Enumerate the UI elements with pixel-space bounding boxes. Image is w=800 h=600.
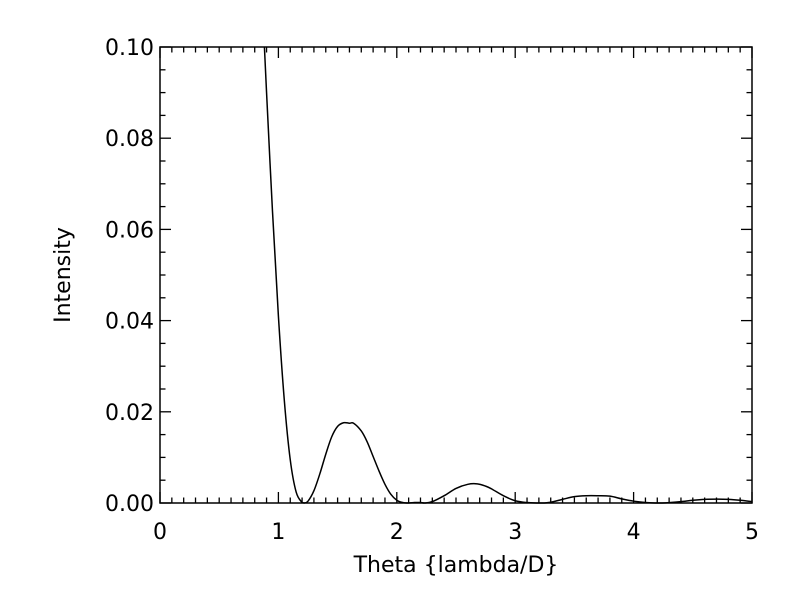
x-tick-label: 1 [271, 520, 285, 545]
x-axis-label: Theta {lambda/D} [353, 553, 559, 578]
x-tick-label: 2 [390, 520, 404, 545]
axis-ticks [159, 46, 753, 504]
plot-frame [159, 46, 753, 504]
x-tick-label: 0 [153, 520, 167, 545]
y-tick-label: 0.06 [105, 218, 154, 243]
intensity-curve [263, 46, 753, 504]
x-tick-label: 3 [508, 520, 522, 545]
y-tick-label: 0.02 [105, 401, 154, 426]
y-tick-label: 0.08 [105, 127, 154, 152]
y-tick-label: 0.00 [105, 492, 154, 517]
y-tick-label: 0.10 [105, 36, 154, 61]
x-tick-label: 4 [627, 520, 641, 545]
y-axis-label: Intensity [51, 227, 76, 323]
y-tick-label: 0.04 [105, 310, 154, 335]
x-tick-labels: 0 1 2 3 4 5 [153, 520, 759, 545]
x-tick-label: 5 [745, 520, 759, 545]
y-tick-labels: 0.00 0.02 0.04 0.06 0.08 0.10 [105, 36, 154, 517]
